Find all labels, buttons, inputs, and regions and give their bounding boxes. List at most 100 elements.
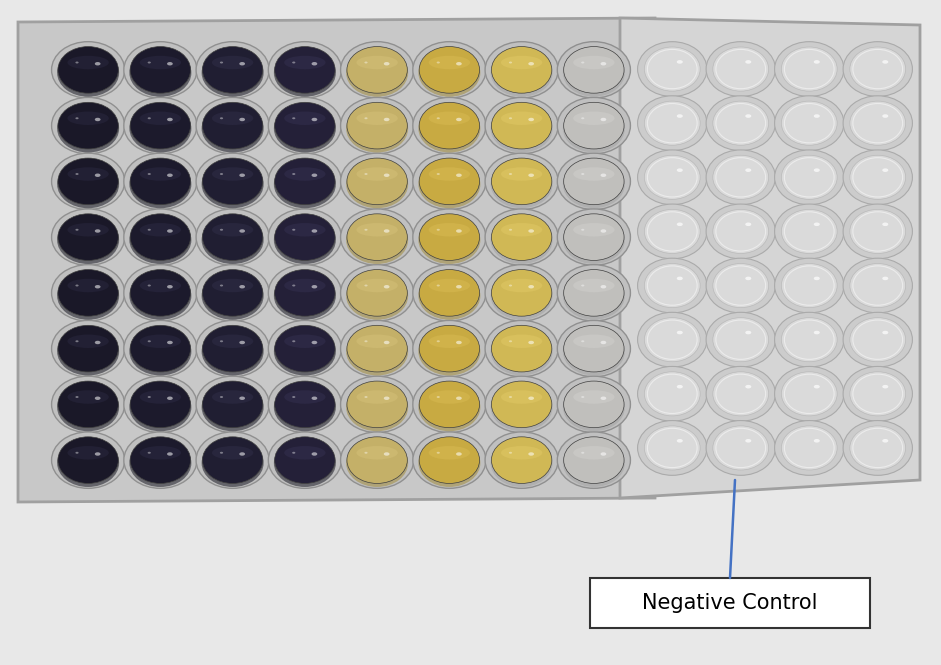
Ellipse shape — [814, 114, 820, 118]
Ellipse shape — [196, 432, 269, 488]
Ellipse shape — [148, 340, 151, 342]
Ellipse shape — [95, 229, 101, 233]
Ellipse shape — [843, 204, 913, 259]
Ellipse shape — [124, 209, 197, 265]
Ellipse shape — [384, 62, 390, 65]
Ellipse shape — [212, 223, 253, 237]
Ellipse shape — [509, 396, 512, 398]
Ellipse shape — [814, 60, 820, 64]
Ellipse shape — [677, 277, 683, 280]
Ellipse shape — [268, 376, 342, 433]
Ellipse shape — [347, 214, 407, 261]
Ellipse shape — [850, 318, 905, 362]
Ellipse shape — [139, 390, 181, 404]
Ellipse shape — [311, 62, 317, 65]
Ellipse shape — [528, 62, 534, 65]
Ellipse shape — [564, 158, 624, 205]
Ellipse shape — [564, 47, 624, 93]
Ellipse shape — [883, 331, 888, 334]
Ellipse shape — [582, 62, 584, 63]
Ellipse shape — [139, 223, 181, 237]
Ellipse shape — [139, 168, 181, 181]
Ellipse shape — [292, 62, 295, 63]
Ellipse shape — [706, 42, 775, 96]
Ellipse shape — [509, 285, 512, 287]
Ellipse shape — [357, 223, 398, 237]
Ellipse shape — [706, 313, 775, 367]
Ellipse shape — [843, 96, 913, 150]
Ellipse shape — [573, 279, 614, 292]
Ellipse shape — [275, 325, 335, 372]
Ellipse shape — [814, 223, 820, 226]
Ellipse shape — [384, 174, 390, 177]
Ellipse shape — [68, 56, 109, 69]
Ellipse shape — [201, 49, 263, 96]
Ellipse shape — [563, 49, 625, 96]
Ellipse shape — [239, 396, 245, 400]
Ellipse shape — [68, 112, 109, 125]
Ellipse shape — [437, 173, 439, 175]
Ellipse shape — [429, 334, 470, 348]
Ellipse shape — [774, 313, 844, 367]
Ellipse shape — [774, 42, 844, 96]
Ellipse shape — [384, 118, 390, 121]
Ellipse shape — [68, 446, 109, 460]
Ellipse shape — [429, 223, 470, 237]
Ellipse shape — [202, 214, 263, 261]
Ellipse shape — [68, 223, 109, 237]
Ellipse shape — [413, 153, 486, 209]
Ellipse shape — [357, 390, 398, 404]
Ellipse shape — [774, 150, 844, 205]
Ellipse shape — [57, 216, 120, 264]
Ellipse shape — [501, 279, 542, 292]
Ellipse shape — [124, 265, 197, 321]
Ellipse shape — [130, 102, 191, 149]
Ellipse shape — [573, 446, 614, 460]
Ellipse shape — [485, 376, 558, 433]
Ellipse shape — [148, 229, 151, 231]
Ellipse shape — [384, 340, 390, 344]
Ellipse shape — [645, 318, 700, 362]
Ellipse shape — [58, 437, 119, 483]
Ellipse shape — [600, 62, 606, 65]
Ellipse shape — [419, 158, 480, 205]
Ellipse shape — [364, 229, 368, 231]
Ellipse shape — [645, 101, 700, 145]
Ellipse shape — [814, 439, 820, 443]
Ellipse shape — [713, 156, 769, 200]
Ellipse shape — [429, 112, 470, 125]
Ellipse shape — [52, 265, 125, 321]
Ellipse shape — [419, 328, 480, 376]
Ellipse shape — [490, 384, 552, 431]
Ellipse shape — [843, 366, 913, 421]
Ellipse shape — [490, 272, 552, 320]
Ellipse shape — [582, 396, 584, 398]
Ellipse shape — [557, 321, 630, 377]
Ellipse shape — [202, 381, 263, 428]
Ellipse shape — [843, 420, 913, 475]
Ellipse shape — [75, 285, 79, 287]
Ellipse shape — [274, 216, 336, 264]
Ellipse shape — [311, 118, 317, 121]
Ellipse shape — [220, 229, 223, 231]
Ellipse shape — [843, 42, 913, 96]
Ellipse shape — [491, 269, 551, 316]
Ellipse shape — [58, 158, 119, 205]
Ellipse shape — [573, 390, 614, 404]
Ellipse shape — [57, 384, 120, 431]
Ellipse shape — [95, 396, 101, 400]
Ellipse shape — [745, 331, 751, 334]
Ellipse shape — [57, 272, 120, 320]
Ellipse shape — [212, 334, 253, 348]
Ellipse shape — [212, 446, 253, 460]
Ellipse shape — [364, 340, 368, 342]
Ellipse shape — [347, 158, 407, 205]
Ellipse shape — [485, 432, 558, 488]
Ellipse shape — [201, 104, 263, 152]
Ellipse shape — [774, 420, 844, 475]
Ellipse shape — [563, 272, 625, 320]
Ellipse shape — [557, 265, 630, 321]
Ellipse shape — [677, 168, 683, 172]
Ellipse shape — [124, 432, 197, 488]
Ellipse shape — [706, 204, 775, 259]
